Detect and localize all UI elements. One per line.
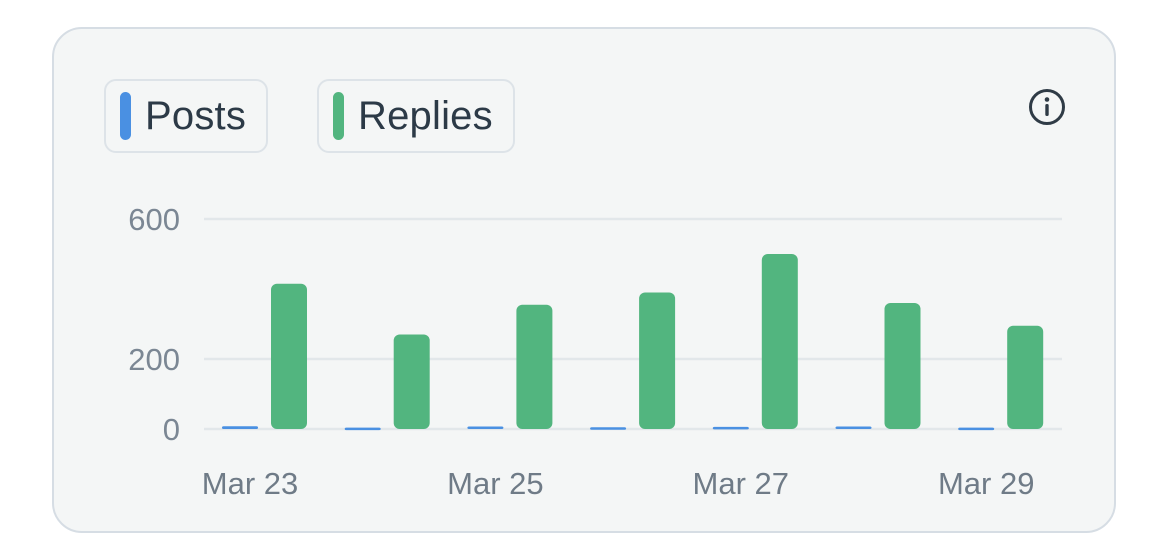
x-tick-label: Mar 25 — [447, 466, 543, 501]
x-tick-label: Mar 23 — [202, 466, 298, 501]
bar-posts[interactable] — [467, 426, 504, 430]
bar-posts[interactable] — [712, 426, 749, 430]
chart-card: Posts Replies — [52, 27, 1116, 533]
bar-posts[interactable] — [835, 426, 872, 430]
bar-replies[interactable] — [393, 334, 430, 430]
replies-swatch — [333, 92, 344, 140]
x-tick-label: Mar 27 — [693, 466, 789, 501]
legend-label-posts: Posts — [145, 94, 247, 138]
legend-chip-replies[interactable]: Replies — [317, 79, 515, 153]
bar-replies[interactable] — [761, 254, 798, 429]
info-circle-icon[interactable] — [1027, 87, 1067, 127]
bar-posts[interactable] — [590, 427, 627, 430]
x-tick-label: Mar 29 — [938, 466, 1034, 501]
y-tick-label: 600 — [128, 202, 180, 237]
bar-replies[interactable] — [884, 303, 921, 429]
bar-posts[interactable] — [222, 426, 258, 429]
y-tick-label: 200 — [128, 342, 180, 377]
bar-posts[interactable] — [958, 427, 995, 431]
bar-replies[interactable] — [516, 304, 553, 429]
bar-posts[interactable] — [344, 427, 381, 431]
bar-replies[interactable] — [1007, 325, 1044, 429]
legend-chip-posts[interactable]: Posts — [104, 79, 268, 153]
posts-swatch — [120, 92, 131, 140]
bar-replies[interactable] — [639, 292, 676, 430]
bar-replies[interactable] — [271, 283, 307, 429]
legend-label-replies: Replies — [358, 94, 493, 138]
y-tick-label: 0 — [163, 412, 180, 447]
